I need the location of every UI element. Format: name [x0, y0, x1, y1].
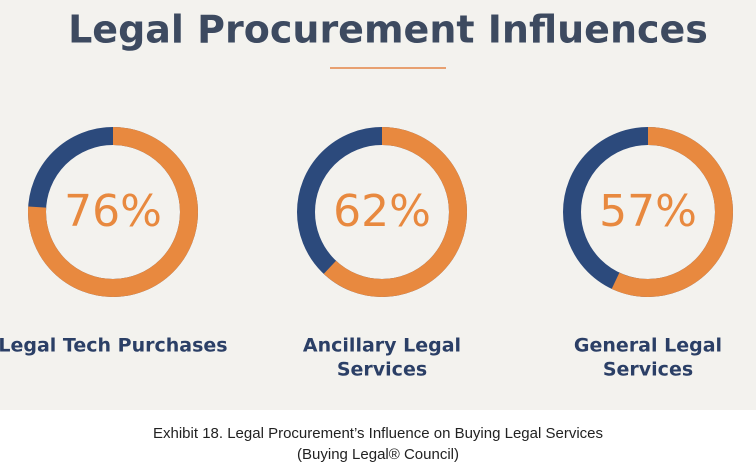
donut-label: Legal Tech Purchases [0, 335, 228, 357]
percent-label: 76% [64, 186, 162, 237]
donut-segment [563, 127, 733, 297]
caption: (Buying Legal® Council) [297, 446, 459, 463]
donut-label: Ancillary Legal [303, 335, 461, 357]
donut-segment [297, 127, 467, 297]
donut-label: Services [603, 359, 693, 381]
caption-background [0, 410, 756, 472]
donut-label: Services [337, 359, 427, 381]
percent-label: 57% [599, 186, 697, 237]
donut-segment [28, 127, 198, 297]
donut-label: General Legal [574, 335, 722, 357]
caption: Exhibit 18. Legal Procurement’s Influenc… [153, 425, 603, 442]
percent-label: 62% [333, 186, 431, 237]
page-title: Legal Procurement Influences [68, 8, 708, 52]
